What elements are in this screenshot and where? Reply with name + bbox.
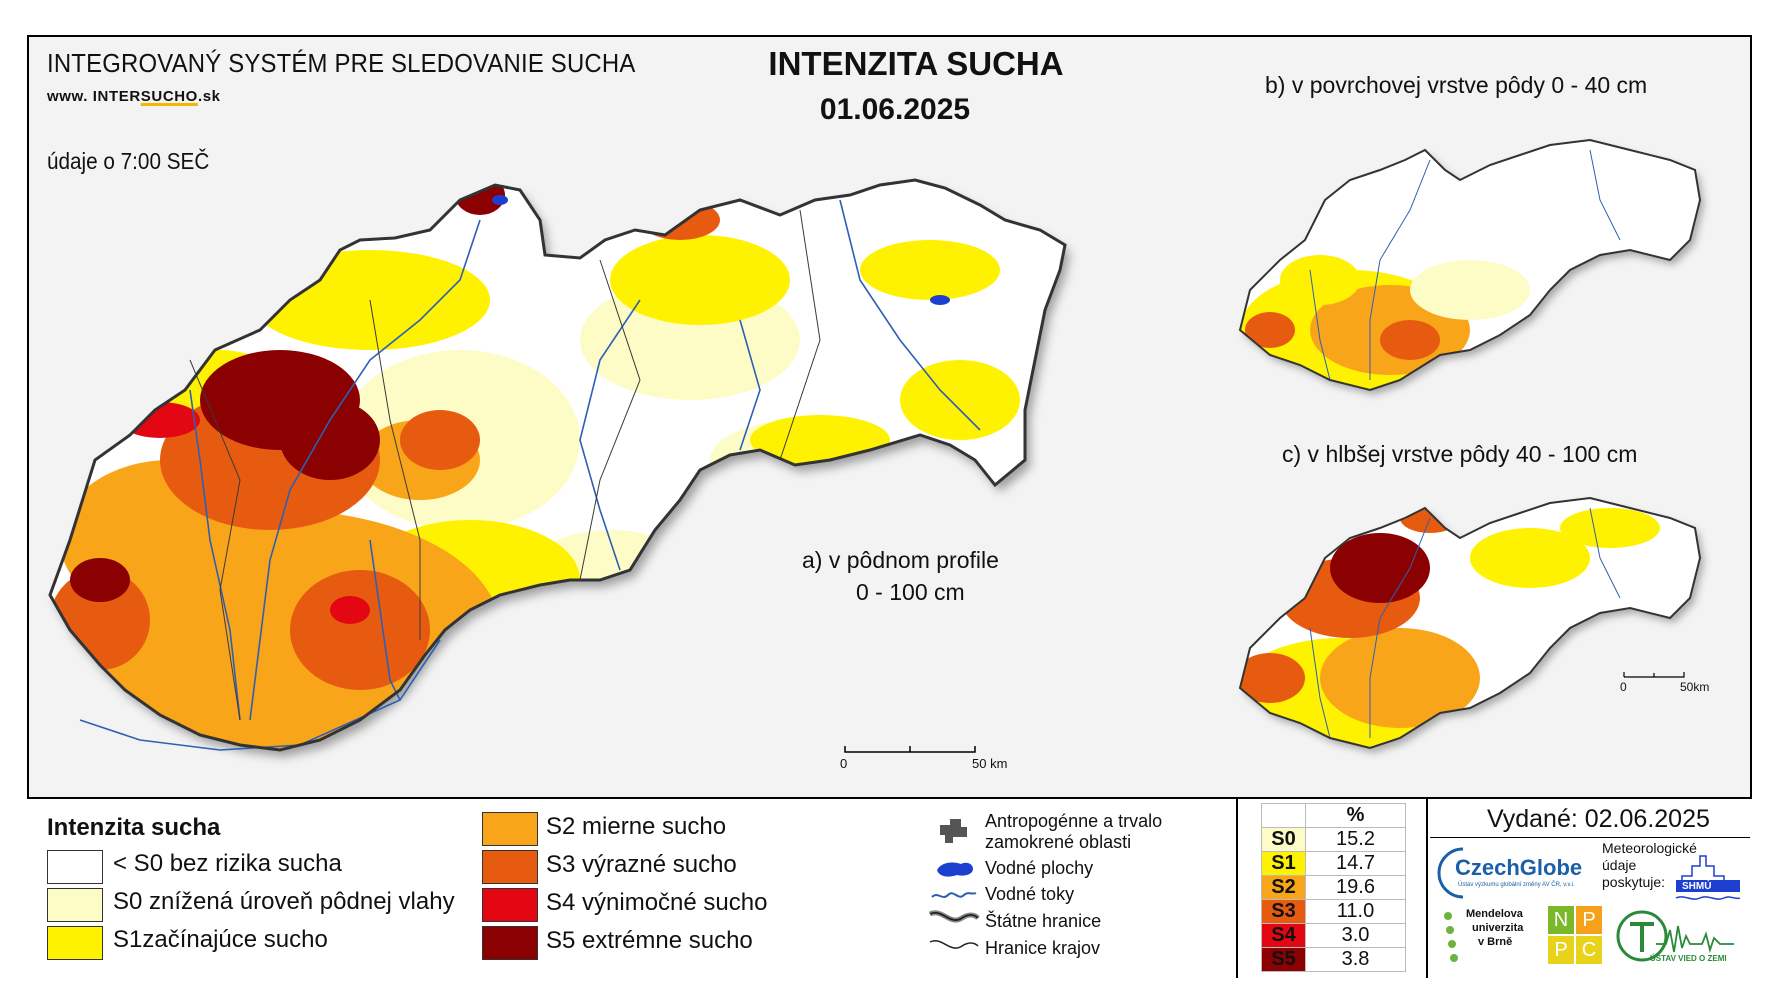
- legend-swatch-s5: [482, 926, 538, 960]
- legend-state-border: Štátne hranice: [985, 911, 1102, 931]
- pct-value-s1: 14.7: [1305, 851, 1406, 876]
- system-name: INTEGROVANÝ SYSTÉM PRE SLEDOVANIE SUCHA: [47, 48, 636, 78]
- shmu-logo: [1675, 855, 1741, 900]
- czechglobe-subtext: Ústav výzkumu globální změny AV ČR, v.v.…: [1458, 882, 1575, 888]
- czechglobe-text: CzechGlobe: [1455, 855, 1583, 880]
- legend-swatch-s3: [482, 850, 538, 884]
- water-body-icon: [937, 862, 973, 877]
- shmu-text: SHMÚ: [1682, 881, 1712, 892]
- ustav-vied-text: ÚSTAV VIED O ZEMI: [1650, 954, 1727, 963]
- pct-header: %: [1305, 803, 1406, 828]
- legend-swatch-s0: [47, 888, 103, 922]
- mendel-line2: univerzita: [1472, 922, 1524, 934]
- nppc-letter-1: N: [1548, 906, 1574, 934]
- small-scale-end: 50km: [1680, 680, 1710, 694]
- main-map-label-line1: a) v pôdnom profile: [802, 547, 999, 573]
- legend-label-below-s0: < S0 bez rizika sucha: [113, 850, 342, 877]
- surface-layer-label: b) v povrchovej vrstve pôdy 0 - 40 cm: [1265, 72, 1648, 98]
- map-date: 01.06.2025: [819, 93, 971, 126]
- deep-layer-map: [1238, 496, 1702, 750]
- deep-layer-label: c) v hlbšej vrstve pôdy 40 - 100 cm: [1282, 441, 1638, 467]
- separator-2: [1426, 797, 1428, 978]
- legend-title: Intenzita sucha: [47, 814, 221, 841]
- legend-label-s1: S1začínajúce sucho: [113, 926, 328, 953]
- ustav-vied-logo: [1616, 910, 1734, 962]
- map-title: INTENZITA SUCHA: [768, 45, 1064, 82]
- website-highlight: SUCHO: [140, 88, 198, 105]
- legend-water-body: Vodné plochy: [985, 858, 1094, 878]
- legend-panel: [27, 797, 1752, 978]
- legend-label-s4: S4 výnimočné sucho: [546, 889, 768, 916]
- legend-river: Vodné toky: [985, 884, 1075, 904]
- pct-value-s4: 3.0: [1305, 923, 1406, 948]
- meteo-line3: poskytuje:: [1602, 874, 1666, 890]
- data-time: údaje o 7:00 SEČ: [47, 148, 210, 174]
- small-scale-bar: [1623, 672, 1685, 678]
- main-scale-end: 50 km: [972, 756, 1008, 771]
- legend-urban-line1: Antropogénne a trvalo: [985, 811, 1163, 831]
- pct-header-class: [1261, 803, 1306, 828]
- pct-value-s2: 19.6: [1305, 875, 1406, 900]
- nppc-letter-4: C: [1576, 936, 1602, 964]
- legend-region-border: Hranice krajov: [985, 938, 1101, 958]
- meteo-line1: Meteorologické: [1602, 840, 1697, 856]
- legend-label-s5: S5 extrémne sucho: [546, 927, 753, 954]
- mendel-line1: Mendelova: [1466, 908, 1523, 920]
- percent-table: % S0 15.2 S1 14.7 S2 19.6 S3 11.0 S4 3.0…: [1261, 803, 1406, 972]
- legend-label-s3: S3 výrazné sucho: [546, 851, 737, 878]
- legend-swatch-s1: [47, 926, 103, 960]
- nppc-letter-3: P: [1548, 936, 1574, 964]
- legend-label-s0: S0 znížená úroveň pôdnej vlahy: [113, 888, 455, 915]
- pct-value-s5: 3.8: [1305, 947, 1406, 972]
- pct-value-s3: 11.0: [1305, 899, 1406, 924]
- legend-urban-line2: zamokrené oblasti: [985, 832, 1132, 852]
- region-borders: [189, 209, 821, 721]
- pct-class-s2: S2: [1261, 875, 1306, 900]
- main-map-label-line2: 0 - 100 cm: [856, 579, 965, 605]
- issued-date: Vydané: 02.06.2025: [1487, 805, 1710, 833]
- small-scale-start: 0: [1620, 680, 1627, 694]
- main-drought-map: [48, 178, 1067, 752]
- legend-swatch-below-s0: [47, 850, 103, 884]
- state-border: [48, 178, 1067, 752]
- main-scale-bar: [844, 746, 976, 753]
- website-link[interactable]: www. INTERSUCHO.sk: [47, 88, 221, 105]
- river-icon: [931, 892, 977, 898]
- legend-label-s2: S2 mierne sucho: [546, 813, 727, 840]
- pct-class-s4: S4: [1261, 923, 1306, 948]
- pct-class-s3: S3: [1261, 899, 1306, 924]
- website-prefix: www. INTER: [47, 88, 141, 105]
- website-suffix: .sk: [197, 88, 221, 105]
- mendel-line3: v Brně: [1478, 936, 1513, 948]
- legend-swatch-s4: [482, 888, 538, 922]
- mendel-dots-icon: [1444, 912, 1458, 962]
- state-border-icon: [928, 910, 980, 923]
- czechglobe-logo: [1437, 847, 1464, 899]
- nppc-logo: N P P C: [1548, 906, 1602, 964]
- nppc-letter-2: P: [1576, 906, 1602, 934]
- pct-class-s0: S0: [1261, 827, 1306, 852]
- separator-1: [1236, 797, 1238, 978]
- main-scale-start: 0: [840, 756, 848, 771]
- pct-value-s0: 15.2: [1305, 827, 1406, 852]
- pct-class-s5: S5: [1261, 947, 1306, 972]
- region-border-icon: [929, 940, 979, 949]
- urban-area-icon: [940, 819, 967, 843]
- surface-layer-map: [1238, 138, 1702, 392]
- pct-class-s1: S1: [1261, 851, 1306, 876]
- legend-swatch-s2: [482, 812, 538, 846]
- meteo-line2: údaje: [1602, 857, 1637, 873]
- issued-underline: [1430, 837, 1750, 838]
